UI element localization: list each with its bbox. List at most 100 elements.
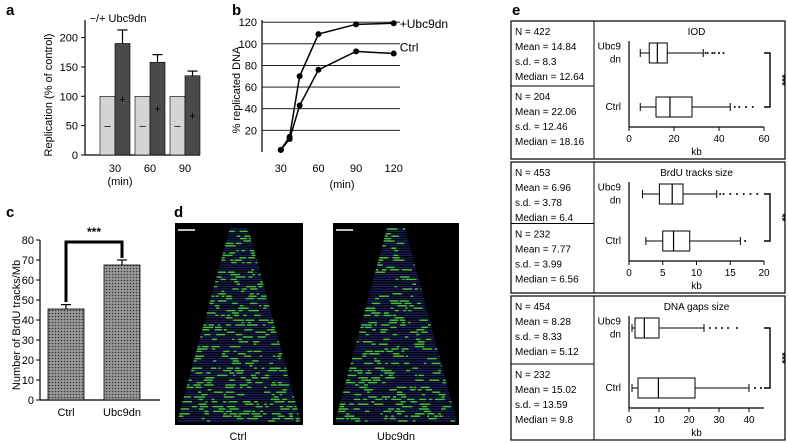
e-outlier [754,387,756,389]
e-stat-sd: s.d. = 8.33 [515,332,562,343]
e-outlier [729,193,732,195]
e-subpanel-frame [510,161,786,294]
e-stat-N: N = 453 [515,168,551,179]
e-group-label: dn [610,196,621,207]
e-outlier [718,52,720,54]
chart-a-ylabel: Replication (% of control) [43,34,55,157]
a-ytick-label: 100 [60,91,78,103]
e-stat-median: Median = 9.8 [515,415,574,426]
e-stat-N: N = 232 [515,370,551,381]
e-outlier [749,193,752,195]
panel-b: b % replicated DNA (min) 20 40 60 80 100 120 3… [231,2,448,191]
c-ytick-label: 20 [22,355,34,367]
a-bar-mark: + [119,94,125,106]
b-point [353,48,360,55]
e-box [655,96,693,118]
panel-label-d: d [174,204,183,221]
c-ytick-label: 60 [22,275,34,287]
c-ytick-label: 40 [22,315,34,327]
b-series-line [280,22,394,151]
a-ytick-label: 0 [72,150,78,162]
e-outlier [742,193,745,195]
chart-a-axes: 0 50 100 150 200 30 60 90 [60,20,200,175]
e-subpanel-frame [510,295,786,441]
e-stat-N: N = 204 [515,92,551,103]
panel-label-a: a [6,2,15,19]
c-ytick-label: 80 [22,235,34,247]
e-group-label: Ctrl [605,383,621,394]
b-ytick-label: 40 [245,104,257,116]
e-outlier [704,52,707,54]
c-ytick-label: 70 [22,255,34,267]
c-bar [47,308,85,401]
b-point [315,66,322,73]
e-xtick-label: 20 [758,268,770,279]
c-ytick-label: 10 [22,375,34,387]
panel-e: e N = 422 Mean = 14.84 s.d. = 8.3 Median = … [510,2,787,441]
e-significance-label: *** [776,74,787,85]
e-xlabel: kb [691,428,702,439]
e-outlier [745,106,747,108]
e-stat-median: Median = 6.4 [515,213,574,224]
e-box [662,230,691,252]
b-ytick-label: 80 [245,60,257,72]
c-bar [103,264,141,401]
b-series-label: Ctrl [400,41,419,55]
b-point [353,21,360,28]
e-stat-median: Median = 6.56 [515,275,579,286]
e-outlier [727,327,729,329]
a-bar-mark: – [139,121,146,133]
chart-b-ylabel: % replicated DNA [231,46,243,133]
e-stat-median: Median = 5.12 [515,347,579,358]
e-group-label: dn [610,330,621,341]
b-point [390,20,397,27]
e-box [637,377,696,399]
b-ytick-label: 100 [239,39,257,51]
chart-c-axes: 0 10 20 30 40 50 60 70 80 [22,235,160,407]
c-ytick-label: 30 [22,335,34,347]
e-box [658,183,684,205]
e-xtick-label: 5 [660,268,666,279]
chart-b-axes: 20 40 60 80 100 120 30 60 90 120 [239,17,403,175]
e-stat-N: N = 422 [515,27,551,38]
b-point [390,50,397,57]
b-ytick-label: 60 [245,82,257,94]
e-stat-sd: s.d. = 3.78 [515,198,562,209]
panel-label-e: e [512,2,520,19]
e-xtick-label: 0 [626,134,632,145]
b-xtick-label: 120 [385,163,403,175]
e-outlier [760,387,762,389]
e-outlier [711,52,714,54]
e-outlier [733,106,736,108]
e-stat-mean: Mean = 8.28 [515,317,571,328]
e-xtick-label: 0 [626,268,632,279]
e-stat-mean: Mean = 14.84 [515,42,577,53]
a-ytick-label: 200 [60,33,78,45]
e-outlier [722,52,725,54]
e-significance-bracket [764,52,771,108]
panel-a: a −/+ Ubc9dn Replication (% of control) … [6,2,201,188]
chart-b-xlabel: (min) [329,179,354,191]
b-xtick-label: 60 [312,163,324,175]
b-series-label: +Ubc9dn [400,17,448,31]
panel-d: d Ctrl Ubc9dn [174,204,459,443]
chart-e-content: N = 422 Mean = 14.84 s.d. = 8.3 Median = 12… [510,20,787,441]
e-group-label: Ctrl [605,102,621,113]
b-xtick-label: 90 [350,163,362,175]
b-series-line [280,50,394,151]
chart-d-label-ubc9dn: Ubc9dn [377,431,415,443]
chart-d-label-ctrl: Ctrl [229,431,246,443]
e-outlier [736,327,738,329]
d-image-background [333,223,459,425]
b-point [315,31,322,38]
a-xtick-label: 60 [144,163,156,175]
e-group-label: dn [610,55,621,66]
panel-label-b: b [232,2,241,19]
e-xtick-label: 30 [713,415,725,426]
e-group-label: Ubc9 [598,42,622,53]
c-ytick-label: 50 [22,295,34,307]
a-bar-mark: – [174,121,181,133]
e-outlier [722,193,725,195]
e-stat-mean: Mean = 22.06 [515,107,577,118]
